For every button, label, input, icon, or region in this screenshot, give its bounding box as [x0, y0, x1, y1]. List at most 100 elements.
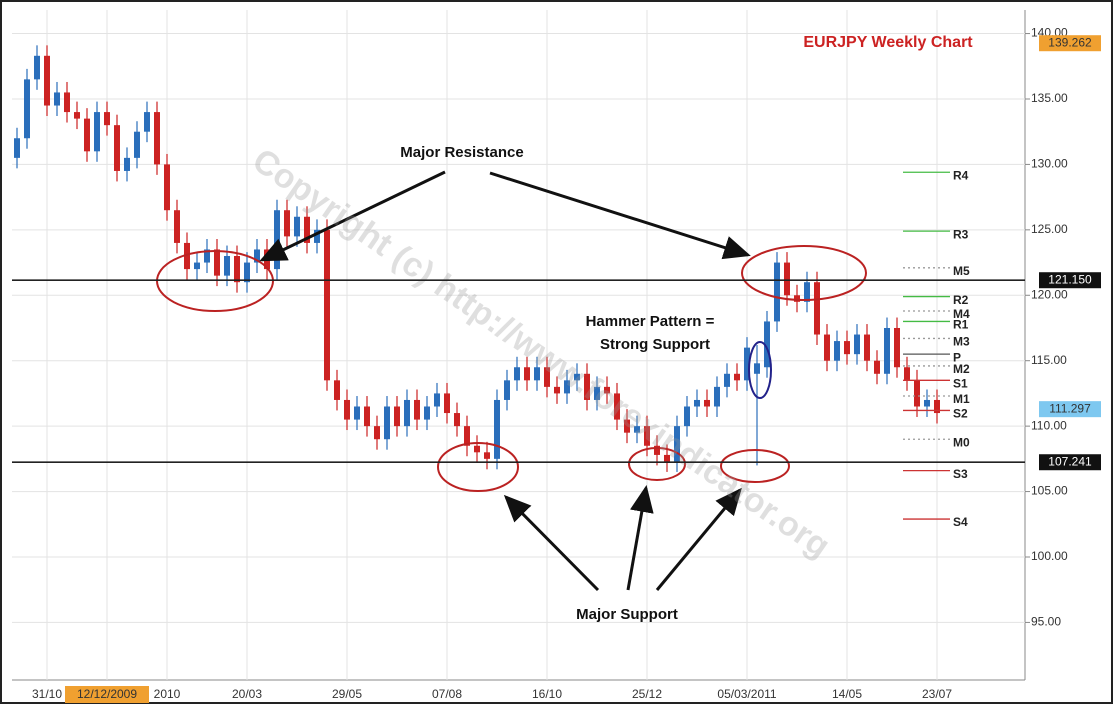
- candle-body: [804, 282, 810, 302]
- candle-body: [364, 406, 370, 427]
- candle-body: [864, 334, 870, 361]
- candle-body: [114, 125, 120, 171]
- candle-body: [174, 210, 180, 243]
- annotation: Major Resistance: [400, 144, 523, 161]
- candle-body: [344, 399, 350, 420]
- candle-body: [924, 399, 930, 407]
- candle-body: [304, 216, 310, 243]
- candle-body: [94, 112, 100, 152]
- arrows: [259, 170, 751, 592]
- candle-body: [324, 229, 330, 381]
- pivot-label: R1: [953, 318, 969, 332]
- y-tick-label: 100.00: [1031, 549, 1068, 563]
- candle-body: [904, 367, 910, 381]
- ellipse: [628, 447, 686, 481]
- candle-body: [794, 295, 800, 302]
- candle-body: [614, 393, 620, 420]
- candle-body: [494, 399, 500, 459]
- candle-body: [144, 112, 150, 132]
- candle-body: [244, 262, 250, 283]
- price-tag: [1039, 401, 1101, 418]
- pivot-label: M2: [953, 362, 970, 376]
- candle-body: [424, 406, 430, 420]
- candle-body: [684, 406, 690, 427]
- candle-body: [744, 347, 750, 381]
- candle-body: [584, 373, 590, 400]
- pivot-label: R3: [953, 227, 969, 241]
- y-tick-label: 105.00: [1031, 484, 1068, 498]
- candle-body: [474, 445, 480, 453]
- candle-body: [504, 380, 510, 400]
- arrow: [489, 171, 751, 260]
- arrow: [626, 485, 654, 591]
- candle-body: [44, 55, 50, 106]
- pivot-label: S2: [953, 407, 968, 421]
- candle-body: [204, 249, 210, 263]
- pivot-label: R4: [953, 168, 969, 182]
- chart-title: EURJPY Weekly Chart: [803, 34, 973, 51]
- candle-body: [874, 360, 880, 374]
- candle-body: [594, 386, 600, 400]
- candle-body: [634, 426, 640, 433]
- candle-body: [224, 256, 230, 276]
- candle-body: [514, 367, 520, 381]
- y-tick-label: 130.00: [1031, 157, 1068, 171]
- annotation: Hammer Pattern =: [586, 313, 715, 330]
- candle-body: [664, 454, 670, 462]
- annotation: Strong Support: [600, 336, 710, 353]
- x-tick-label: 25/12: [632, 687, 662, 701]
- candle-body: [544, 367, 550, 387]
- candle-body: [294, 216, 300, 237]
- candle-body: [844, 341, 850, 355]
- candle-body: [524, 367, 530, 381]
- candle-body: [134, 131, 140, 158]
- y-tick-label: 95.00: [1031, 615, 1061, 629]
- candle-body: [754, 363, 760, 374]
- candle-body: [934, 399, 940, 414]
- pivot-label: M3: [953, 335, 970, 349]
- pivot-label: M5: [953, 264, 970, 278]
- candle-body: [714, 386, 720, 407]
- candle-body: [854, 334, 860, 355]
- candle-body: [274, 210, 280, 270]
- price-tag-label: 139.262: [1048, 35, 1092, 49]
- pivot-label: S1: [953, 377, 968, 391]
- candle-body: [824, 334, 830, 361]
- candle-body: [154, 112, 160, 165]
- candle-body: [124, 157, 130, 171]
- candle-body: [464, 426, 470, 446]
- candle-body: [814, 282, 820, 335]
- candle-body: [574, 373, 580, 381]
- candle-body: [54, 92, 60, 106]
- pivot-label: P: [953, 350, 961, 364]
- candle-body: [24, 79, 30, 139]
- candle-body: [564, 380, 570, 394]
- candle-body: [694, 399, 700, 407]
- level-tag: [1039, 272, 1101, 289]
- candle-body: [764, 321, 770, 368]
- ellipses: [156, 245, 867, 492]
- candle-body: [834, 341, 840, 361]
- candle-body: [654, 445, 660, 455]
- x-tick-label: 23/07: [922, 687, 952, 701]
- candle-body: [374, 426, 380, 440]
- pivot-label: S3: [953, 467, 968, 481]
- candle-body: [194, 262, 200, 270]
- x-tick-label: 12/12/2009: [77, 687, 137, 701]
- candle-body: [774, 262, 780, 322]
- x-tick-label: 29/05: [332, 687, 362, 701]
- candle-body: [284, 210, 290, 237]
- overlay: Major Resistance Hammer Pattern = Strong…: [156, 34, 973, 623]
- level-label: 107.241: [1048, 454, 1092, 468]
- candle-body: [394, 406, 400, 427]
- candle-body: [434, 393, 440, 407]
- price-tag: [1039, 35, 1101, 52]
- candle-body: [704, 399, 710, 407]
- level-label: 121.150: [1048, 272, 1092, 286]
- candle-body: [234, 256, 240, 283]
- candle-body: [884, 327, 890, 374]
- level-tag: [1039, 454, 1101, 471]
- candle-body: [624, 419, 630, 433]
- candle-body: [214, 249, 220, 276]
